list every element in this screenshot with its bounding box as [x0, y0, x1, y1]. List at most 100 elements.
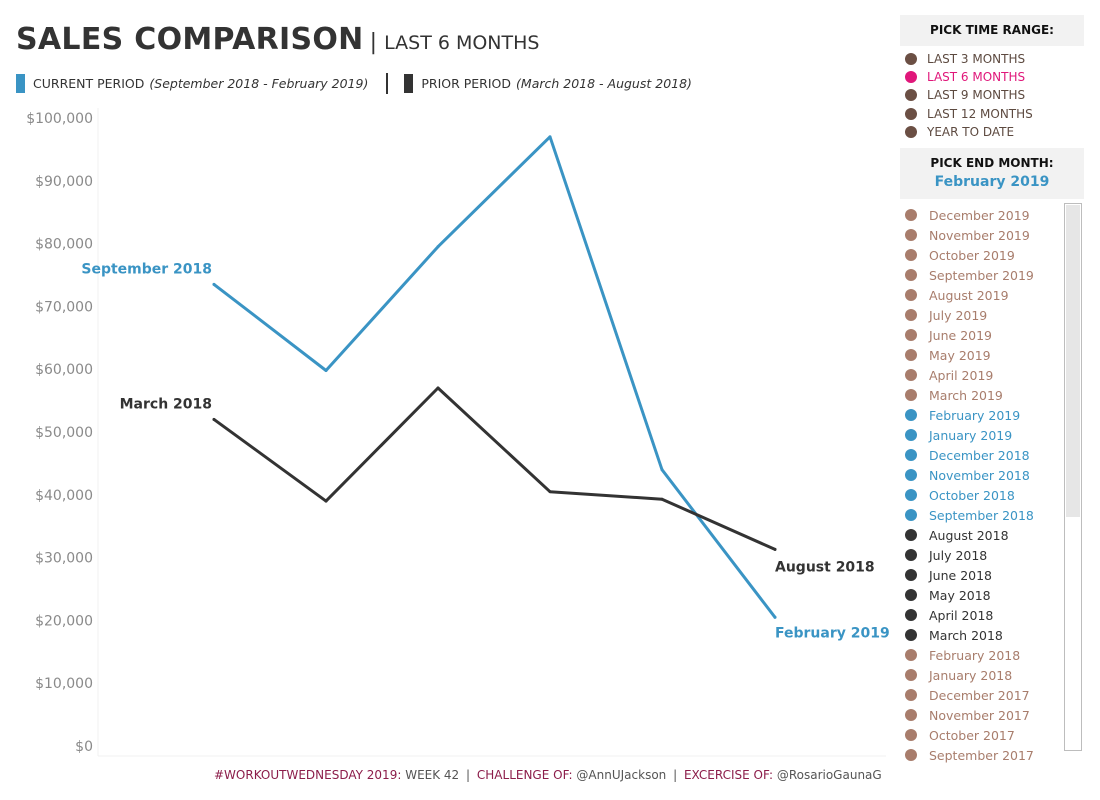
end-month-option[interactable]: December 2019: [905, 205, 1065, 225]
month-dot-icon[interactable]: [905, 509, 917, 521]
current-period-point: [212, 282, 216, 286]
month-dot-icon[interactable]: [905, 749, 917, 761]
time-range-option[interactable]: YEAR TO DATE: [905, 123, 1084, 141]
footer-exercise-user: @RosarioGaunaG: [776, 768, 882, 782]
month-list-scrollbar[interactable]: [1064, 203, 1082, 751]
month-dot-icon[interactable]: [905, 489, 917, 501]
end-month-option[interactable]: April 2019: [905, 365, 1065, 385]
title-main: SALES COMPARISON: [16, 22, 364, 57]
prior-period-swatch: [404, 73, 414, 93]
radio-dot-icon[interactable]: [905, 107, 917, 120]
dashboard-title: SALES COMPARISON | LAST 6 MONTHS: [16, 22, 539, 57]
month-dot-icon[interactable]: [905, 669, 917, 681]
end-month-option[interactable]: November 2018: [905, 465, 1065, 485]
radio-dot-icon[interactable]: [905, 53, 917, 66]
month-dot-icon[interactable]: [905, 689, 917, 701]
end-month-option[interactable]: October 2017: [905, 725, 1065, 745]
radio-dot-icon[interactable]: [905, 125, 917, 138]
end-month-option[interactable]: August 2019: [905, 285, 1065, 305]
prior-period-point: [660, 497, 664, 501]
month-dot-icon[interactable]: [905, 389, 917, 401]
end-month-option[interactable]: February 2018: [905, 645, 1065, 665]
scrollbar-thumb[interactable]: [1066, 205, 1080, 517]
month-dot-icon[interactable]: [905, 629, 917, 641]
prior-period-label: PRIOR PERIOD: [421, 75, 512, 91]
end-month-option[interactable]: September 2017: [905, 745, 1065, 765]
radio-dot-icon[interactable]: [905, 71, 917, 84]
end-month-option[interactable]: September 2019: [905, 265, 1065, 285]
end-month-option[interactable]: June 2019: [905, 325, 1065, 345]
end-month-option[interactable]: July 2019: [905, 305, 1065, 325]
end-month-option[interactable]: October 2019: [905, 245, 1065, 265]
month-dot-icon[interactable]: [905, 649, 917, 661]
month-dot-icon[interactable]: [905, 529, 917, 541]
month-dot-icon[interactable]: [905, 469, 917, 481]
month-dot-icon[interactable]: [905, 229, 917, 241]
time-range-option-label: YEAR TO DATE: [927, 124, 1015, 139]
month-dot-icon[interactable]: [905, 329, 917, 341]
end-month-option[interactable]: December 2018: [905, 445, 1065, 465]
radio-dot-icon[interactable]: [905, 89, 917, 102]
end-month-option[interactable]: January 2019: [905, 425, 1065, 445]
month-dot-icon[interactable]: [905, 369, 917, 381]
month-dot-icon[interactable]: [905, 729, 917, 741]
time-range-header: PICK TIME RANGE:: [900, 15, 1084, 46]
prior-period-line: [212, 386, 777, 551]
month-dot-icon[interactable]: [905, 309, 917, 321]
end-month-option[interactable]: January 2018: [905, 665, 1065, 685]
end-month-option[interactable]: November 2017: [905, 705, 1065, 725]
end-month-option[interactable]: October 2018: [905, 485, 1065, 505]
month-dot-icon[interactable]: [905, 589, 917, 601]
y-tick-label: $40,000: [35, 488, 93, 504]
footer: #WORKOUTWEDNESDAY 2019: WEEK 42 | CHALLE…: [214, 768, 882, 782]
end-month-option-label: September 2018: [929, 507, 1034, 523]
title-subtitle: LAST 6 MONTHS: [384, 32, 540, 54]
month-dot-icon[interactable]: [905, 449, 917, 461]
month-dot-icon[interactable]: [905, 249, 917, 261]
month-dot-icon[interactable]: [905, 409, 917, 421]
prior-start-label: March 2018: [120, 396, 212, 412]
month-dot-icon[interactable]: [905, 609, 917, 621]
time-range-option[interactable]: LAST 12 MONTHS: [905, 105, 1084, 123]
end-month-option-label: December 2018: [929, 447, 1030, 463]
y-tick-label: $20,000: [35, 613, 93, 629]
end-month-option-label: October 2017: [929, 727, 1015, 743]
end-month-option[interactable]: April 2018: [905, 605, 1065, 625]
month-dot-icon[interactable]: [905, 569, 917, 581]
end-month-option-label: July 2019: [929, 307, 988, 323]
current-period-point: [324, 368, 328, 372]
end-month-option[interactable]: May 2019: [905, 345, 1065, 365]
time-range-option[interactable]: LAST 3 MONTHS: [905, 50, 1084, 68]
end-month-option[interactable]: July 2018: [905, 545, 1065, 565]
month-dot-icon[interactable]: [905, 549, 917, 561]
end-month-option-label: July 2018: [929, 547, 988, 563]
current-period-range: (September 2018 - February 2019): [149, 75, 369, 91]
month-dot-icon[interactable]: [905, 349, 917, 361]
footer-separator: |: [673, 768, 678, 782]
month-dot-icon[interactable]: [905, 209, 917, 221]
end-month-value: February 2019: [934, 173, 1050, 190]
footer-challenge-user: @AnnUJackson: [576, 768, 667, 782]
current-end-label: February 2019: [775, 625, 890, 641]
time-range-option[interactable]: LAST 9 MONTHS: [905, 86, 1084, 104]
legend: CURRENT PERIOD (September 2018 - Februar…: [16, 72, 692, 94]
end-month-option[interactable]: November 2019: [905, 225, 1065, 245]
end-month-option[interactable]: March 2018: [905, 625, 1065, 645]
end-month-option[interactable]: May 2018: [905, 585, 1065, 605]
prior-period-range: (March 2018 - August 2018): [516, 75, 692, 91]
end-month-option[interactable]: September 2018: [905, 505, 1065, 525]
month-dot-icon[interactable]: [905, 269, 917, 281]
month-dot-icon[interactable]: [905, 429, 917, 441]
month-dot-icon[interactable]: [905, 709, 917, 721]
end-month-option[interactable]: August 2018: [905, 525, 1065, 545]
time-range-option[interactable]: LAST 6 MONTHS: [905, 68, 1084, 86]
footer-challenge-label: CHALLENGE OF:: [476, 768, 573, 782]
month-dot-icon[interactable]: [905, 289, 917, 301]
end-month-option[interactable]: March 2019: [905, 385, 1065, 405]
end-month-option[interactable]: February 2019: [905, 405, 1065, 425]
end-month-option[interactable]: December 2017: [905, 685, 1065, 705]
current-period-point: [436, 245, 440, 249]
end-month-option[interactable]: June 2018: [905, 565, 1065, 585]
prior-period-point: [548, 490, 552, 494]
end-month-option-label: December 2017: [929, 687, 1030, 703]
